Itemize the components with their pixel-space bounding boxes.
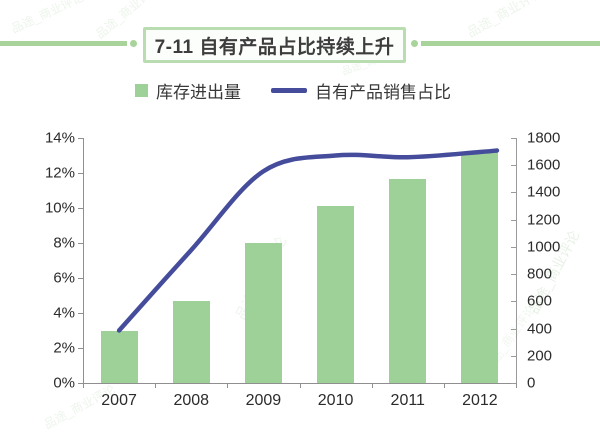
y-axis-label-left: 12% — [44, 164, 75, 182]
bar-2010 — [317, 206, 355, 383]
x-tick — [443, 383, 445, 388]
x-tick — [299, 383, 301, 388]
y-tick-left — [78, 348, 83, 349]
y-axis-label-left: 0% — [53, 374, 75, 392]
y-tick-right — [511, 301, 516, 303]
bar-2009 — [244, 242, 282, 383]
y-axis-label-right: 1400 — [527, 183, 561, 201]
y-tick-right — [511, 165, 516, 167]
x-axis-label-2012: 2012 — [462, 392, 498, 409]
y-tick-right — [511, 328, 516, 330]
y-tick-left — [78, 208, 83, 209]
y-axis-label-right: 1200 — [527, 211, 561, 229]
x-axis-label-2010: 2010 — [317, 392, 354, 409]
y-tick-left — [78, 278, 83, 279]
header-dot-left — [130, 40, 137, 47]
bar-series-label: 库存进出量 — [156, 82, 241, 102]
y-tick-right — [511, 192, 516, 194]
y-tick-left — [78, 383, 83, 384]
y-tick-right — [511, 246, 516, 248]
x-tick — [371, 383, 373, 388]
y-axis-label-left: 4% — [53, 304, 75, 322]
bar-2007 — [100, 331, 138, 383]
x-axis-label-2007: 2007 — [101, 392, 137, 409]
x-axis-label-2008: 2008 — [173, 392, 210, 409]
y-axis-label-right: 200 — [527, 347, 553, 365]
chart-legend: 库存进出量 自有产品销售占比 — [0, 79, 586, 102]
y-tick-left — [78, 243, 83, 244]
bar-2011 — [389, 178, 427, 383]
x-tick — [516, 383, 517, 388]
line-series-swatch — [271, 87, 307, 93]
y-axis-label-left: 6% — [53, 269, 75, 287]
y-tick-right — [511, 383, 516, 384]
y-axis-label-right: 800 — [527, 265, 553, 283]
y-axis-label-right: 1800 — [527, 129, 561, 147]
y-axis-label-left: 14% — [44, 129, 75, 147]
y-tick-right — [511, 138, 516, 139]
x-tick — [155, 383, 157, 388]
y-axis-label-right: 600 — [527, 292, 553, 310]
x-axis-label-2009: 2009 — [245, 392, 282, 409]
y-axis-label-left: 2% — [53, 339, 75, 357]
y-axis-label-right: 400 — [527, 320, 553, 338]
y-tick-right — [511, 274, 516, 276]
header-dot-right — [411, 40, 418, 47]
y-tick-right — [511, 355, 516, 357]
y-axis-label-right: 1000 — [527, 238, 561, 256]
x-axis-label-2011: 2011 — [390, 392, 425, 409]
y-axis-label-left: 8% — [53, 234, 75, 252]
bar-2012 — [461, 151, 499, 383]
y-axis-label-right: 1600 — [527, 156, 561, 174]
axis-y-right — [516, 138, 517, 383]
line-series-label: 自有产品销售占比 — [315, 82, 451, 102]
bar-2008 — [172, 301, 210, 383]
y-tick-left — [78, 138, 83, 139]
x-tick — [83, 383, 84, 388]
y-tick-left — [78, 313, 83, 314]
y-tick-left — [78, 173, 83, 174]
header-rule-left — [0, 41, 127, 46]
y-axis-label-right: 0 — [527, 374, 536, 392]
y-tick-right — [511, 219, 516, 221]
x-tick — [227, 383, 229, 388]
title-box: 7-11 自有产品占比持续上升 — [143, 27, 406, 63]
header-rule-right — [421, 41, 600, 46]
y-axis-label-left: 10% — [44, 199, 75, 217]
page-title: 7-11 自有产品占比持续上升 — [154, 36, 395, 58]
axis-y-left — [83, 138, 84, 383]
bar-series-swatch — [135, 83, 148, 97]
